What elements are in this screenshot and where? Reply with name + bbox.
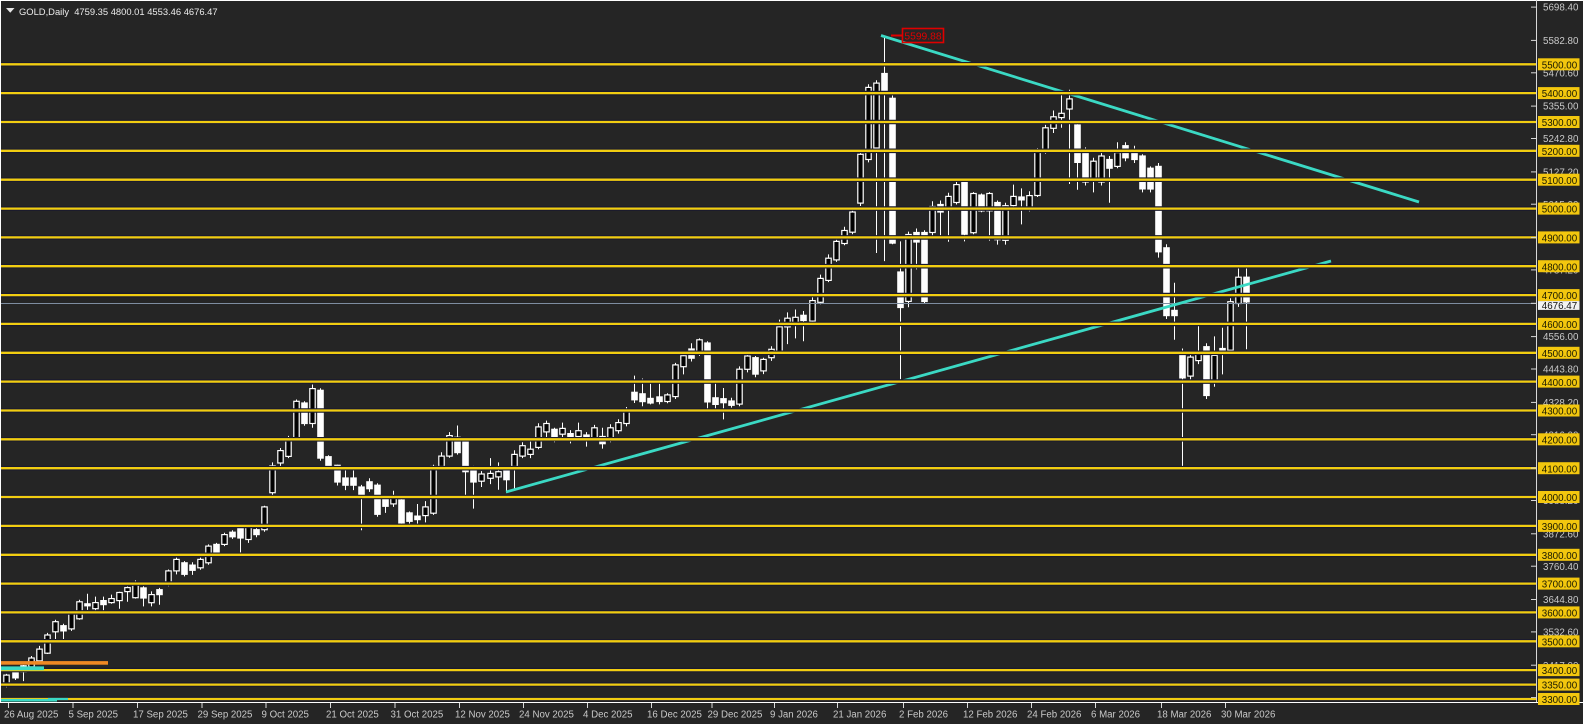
svg-text:3644.80: 3644.80 (1543, 595, 1579, 606)
svg-text:12 Nov 2025: 12 Nov 2025 (455, 710, 510, 721)
svg-text:GOLD,Daily 4759.35 4800.01 45: GOLD,Daily 4759.35 4800.01 4553.46 4676.… (19, 6, 218, 17)
svg-text:5000.00: 5000.00 (1542, 205, 1578, 216)
svg-text:3872.60: 3872.60 (1543, 529, 1579, 540)
svg-text:4 Dec 2025: 4 Dec 2025 (583, 710, 633, 721)
svg-text:30 Mar 2026: 30 Mar 2026 (1221, 710, 1275, 721)
svg-text:5300.00: 5300.00 (1542, 118, 1578, 129)
svg-text:3900.00: 3900.00 (1542, 522, 1578, 533)
svg-text:2 Feb 2026: 2 Feb 2026 (899, 710, 948, 721)
svg-text:3500.00: 3500.00 (1542, 637, 1578, 648)
svg-text:12 Feb 2026: 12 Feb 2026 (963, 710, 1017, 721)
svg-text:3600.00: 3600.00 (1542, 609, 1578, 620)
svg-text:3400.00: 3400.00 (1542, 666, 1578, 677)
svg-text:9 Oct 2025: 9 Oct 2025 (262, 710, 309, 721)
svg-text:3350.00: 3350.00 (1542, 681, 1578, 692)
svg-text:24 Nov 2025: 24 Nov 2025 (519, 710, 574, 721)
svg-text:4000.00: 4000.00 (1542, 493, 1578, 504)
svg-text:4443.80: 4443.80 (1543, 365, 1579, 376)
svg-text:3800.00: 3800.00 (1542, 551, 1578, 562)
svg-text:24 Feb 2026: 24 Feb 2026 (1027, 710, 1081, 721)
svg-text:16 Dec 2025: 16 Dec 2025 (647, 710, 702, 721)
svg-text:9 Jan 2026: 9 Jan 2026 (770, 710, 818, 721)
svg-text:4900.00: 4900.00 (1542, 234, 1578, 245)
svg-text:5 Sep 2025: 5 Sep 2025 (69, 710, 119, 721)
svg-text:5698.40: 5698.40 (1543, 3, 1579, 14)
svg-text:18 Mar 2026: 18 Mar 2026 (1157, 710, 1211, 721)
svg-text:26 Aug 2025: 26 Aug 2025 (4, 710, 58, 721)
svg-text:5242.80: 5242.80 (1543, 134, 1579, 145)
svg-text:3532.60: 3532.60 (1543, 628, 1579, 639)
svg-text:4100.00: 4100.00 (1542, 464, 1578, 475)
svg-text:3300.00: 3300.00 (1542, 695, 1578, 706)
svg-text:4800.00: 4800.00 (1542, 262, 1578, 273)
svg-text:21 Jan 2026: 21 Jan 2026 (833, 710, 886, 721)
svg-text:5400.00: 5400.00 (1542, 89, 1578, 100)
svg-text:4700.00: 4700.00 (1542, 291, 1578, 302)
svg-text:4600.00: 4600.00 (1542, 320, 1578, 331)
svg-text:4200.00: 4200.00 (1542, 435, 1578, 446)
svg-text:5200.00: 5200.00 (1542, 147, 1578, 158)
svg-text:31 Oct 2025: 31 Oct 2025 (391, 710, 444, 721)
svg-text:4676.47: 4676.47 (1542, 301, 1577, 312)
svg-text:6 Mar 2026: 6 Mar 2026 (1091, 710, 1140, 721)
svg-text:4500.00: 4500.00 (1542, 349, 1578, 360)
svg-text:5500.00: 5500.00 (1542, 60, 1578, 71)
svg-text:3760.40: 3760.40 (1543, 562, 1579, 573)
svg-text:21 Oct 2025: 21 Oct 2025 (326, 710, 379, 721)
svg-text:5100.00: 5100.00 (1542, 176, 1578, 187)
svg-text:5582.80: 5582.80 (1543, 36, 1579, 47)
svg-text:5355.00: 5355.00 (1543, 102, 1579, 113)
svg-text:4400.00: 4400.00 (1542, 378, 1578, 389)
svg-text:5599.88: 5599.88 (904, 32, 941, 43)
svg-text:5127.20: 5127.20 (1543, 168, 1579, 179)
svg-text:4300.00: 4300.00 (1542, 407, 1578, 418)
svg-text:4556.00: 4556.00 (1543, 332, 1579, 343)
svg-text:29 Sep 2025: 29 Sep 2025 (198, 710, 253, 721)
svg-text:17 Sep 2025: 17 Sep 2025 (133, 710, 188, 721)
svg-text:4328.20: 4328.20 (1543, 398, 1579, 409)
svg-text:3700.00: 3700.00 (1542, 580, 1578, 591)
svg-text:5470.60: 5470.60 (1543, 68, 1579, 79)
svg-text:29 Dec 2025: 29 Dec 2025 (708, 710, 763, 721)
